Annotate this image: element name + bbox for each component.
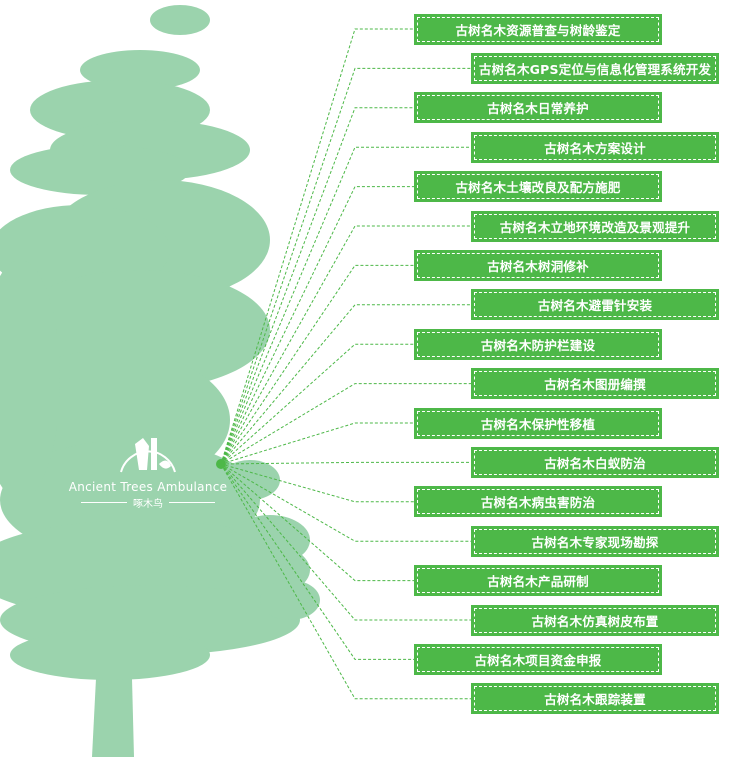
service-label: 古树名木专家现场勘探 (474, 528, 716, 554)
connector-line (220, 107, 414, 465)
service-box: 古树名木产品研制 (414, 565, 662, 597)
service-box: 古树名木土壤改良及配方施肥 (414, 171, 662, 203)
service-box: 古树名木图册编撰 (471, 368, 719, 400)
connector-line (220, 422, 414, 465)
service-label: 古树名木资源普查与树龄鉴定 (417, 16, 659, 42)
service-label: 古树名木产品研制 (417, 568, 659, 594)
service-box: 古树名木立地环境改造及景观提升 (471, 210, 719, 242)
connector-line (220, 463, 414, 503)
connector-line (220, 463, 471, 542)
service-box: 古树名木资源普查与树龄鉴定 (414, 13, 662, 45)
service-box: 古树名木病虫害防治 (414, 486, 662, 518)
connector-line (220, 463, 414, 660)
woodpecker-logo-icon (120, 438, 176, 473)
hub-dot (216, 459, 226, 469)
service-label: 古树名木避雷针安装 (474, 292, 716, 318)
connector-line (220, 146, 471, 465)
service-box: 古树名木GPS定位与信息化管理系统开发 (471, 52, 719, 84)
service-box: 古树名木避雷针安装 (471, 289, 719, 321)
service-box: 古树名木仿真树皮布置 (471, 604, 719, 636)
service-label: 古树名木跟踪装置 (474, 686, 716, 712)
connector-line (220, 461, 471, 465)
service-box: 古树名木专家现场勘探 (471, 525, 719, 557)
service-label: 古树名木图册编撰 (474, 371, 716, 397)
service-box: 古树名木树洞修补 (414, 249, 662, 281)
connector-line (220, 67, 471, 465)
service-label: 古树名木日常养护 (417, 95, 659, 121)
logo-text-en: Ancient Trees Ambulance (68, 480, 228, 494)
service-box: 古树名木保护性移植 (414, 407, 662, 439)
service-label: 古树名木白蚁防治 (474, 449, 716, 475)
connector-line (220, 463, 471, 700)
service-label: 古树名木GPS定位与信息化管理系统开发 (474, 55, 716, 81)
connector-line (220, 304, 471, 465)
service-box: 古树名木项目资金申报 (414, 643, 662, 675)
connector-line (220, 28, 414, 465)
connector-line (220, 463, 414, 582)
service-label: 古树名木仿真树皮布置 (474, 607, 716, 633)
service-label: 古树名木保护性移植 (417, 410, 659, 436)
service-label: 古树名木树洞修补 (417, 252, 659, 278)
logo: Ancient Trees Ambulance 啄木鸟 (68, 424, 228, 510)
service-box: 古树名木白蚁防治 (471, 446, 719, 478)
service-label: 古树名木土壤改良及配方施肥 (417, 174, 659, 200)
service-label: 古树名木项目资金申报 (417, 646, 659, 672)
service-label: 古树名木立地环境改造及景观提升 (474, 213, 716, 239)
service-box: 古树名木防护栏建设 (414, 328, 662, 360)
service-label: 古树名木防护栏建设 (417, 331, 659, 357)
connector-line (220, 463, 471, 621)
logo-text-cn: 啄木鸟 (133, 499, 163, 510)
connector-line (220, 225, 471, 465)
service-box: 古树名木日常养护 (414, 92, 662, 124)
service-label: 古树名木病虫害防治 (417, 489, 659, 515)
service-box: 古树名木跟踪装置 (471, 683, 719, 715)
connector-line (220, 383, 471, 465)
service-label: 古树名木方案设计 (474, 134, 716, 160)
service-box: 古树名木方案设计 (471, 131, 719, 163)
connector-line (220, 186, 414, 465)
